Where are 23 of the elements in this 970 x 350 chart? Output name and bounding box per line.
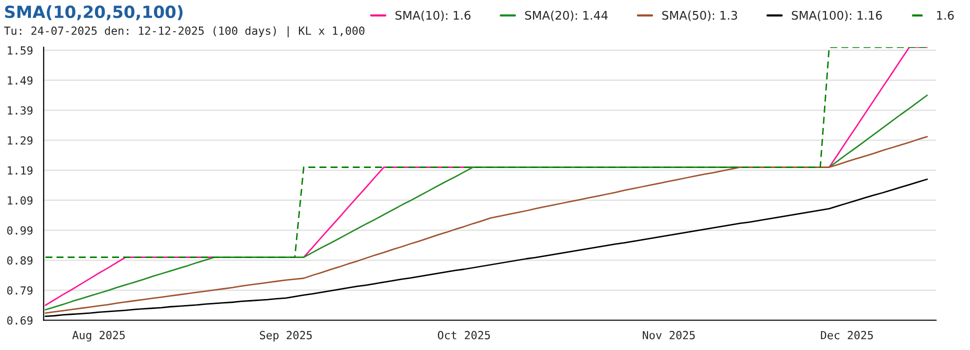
y-tick-label: 1.59 <box>8 46 32 55</box>
y-tick-label: 1.29 <box>8 136 32 145</box>
legend-label: SMA(10): 1.6 <box>396 10 470 22</box>
legend-label: 1.6 <box>937 10 954 20</box>
x-tick-label: Aug 2025 <box>72 330 125 342</box>
y-tick-label: 1.39 <box>8 106 32 115</box>
legend-label: SMA(50): 1.3 <box>662 10 738 22</box>
x-tick-label: Oct 2025 <box>438 330 490 340</box>
x-tick-label: Sep 2025 <box>260 330 312 342</box>
chart-subtitle: Tu: 24-07-2025 den: 12-12-2025 (100 days) | KL x 1,000 <box>4 26 364 38</box>
x-tick-label: Dec 2025 <box>820 330 873 340</box>
y-tick-label: 0.79 <box>7 286 32 295</box>
y-tick-label: 1.09 <box>8 196 32 205</box>
x-tick-label: Nov 2025 <box>642 330 695 340</box>
y-tick-label: 1.19 <box>8 166 32 175</box>
legend-label: SMA(20): 1.44 <box>525 10 608 22</box>
y-tick-label: 1.49 <box>8 76 32 85</box>
y-tick-label: 0.69 <box>7 316 32 325</box>
y-tick-label: 0.99 <box>7 226 32 235</box>
legend-label: SMA(100): 1.16 <box>792 10 882 22</box>
line-series <box>44 136 928 314</box>
chart-title: SMA(10,20,50,100) <box>5 5 183 20</box>
y-tick-label: 0.89 <box>7 256 32 265</box>
